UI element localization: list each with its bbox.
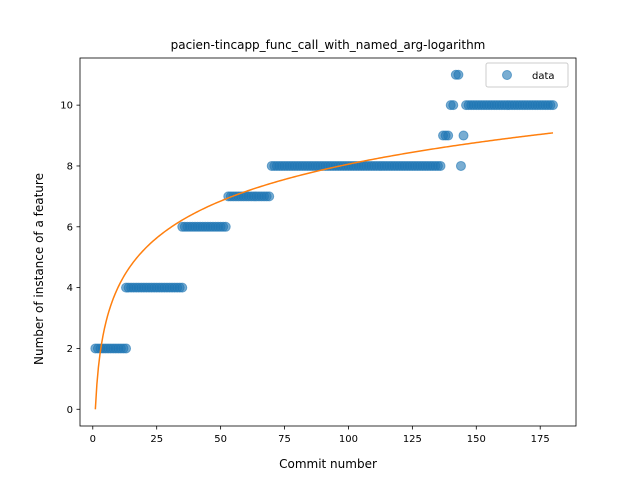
legend-marker-data	[503, 71, 512, 80]
chart-title: pacien-tincapp_func_call_with_named_arg-…	[171, 38, 486, 52]
data-point	[444, 131, 453, 140]
x-tick-label: 50	[214, 434, 227, 445]
legend: data	[486, 63, 568, 87]
data-point	[436, 161, 445, 170]
x-tick-label: 150	[467, 434, 486, 445]
x-tick-label: 25	[150, 434, 163, 445]
data-point	[456, 161, 465, 170]
y-tick-label: 4	[67, 283, 73, 294]
legend-frame	[486, 63, 568, 87]
data-point	[265, 192, 274, 201]
y-tick-label: 2	[67, 344, 73, 355]
x-tick-label: 0	[90, 434, 96, 445]
x-tick-label: 100	[339, 434, 358, 445]
data-point	[178, 283, 187, 292]
x-tick-label: 75	[278, 434, 291, 445]
data-point	[122, 344, 131, 353]
y-tick-label: 0	[67, 405, 73, 416]
data-point	[548, 101, 557, 110]
y-tick-label: 6	[67, 222, 73, 233]
data-point	[454, 70, 463, 79]
data-point	[459, 131, 468, 140]
data-point	[221, 222, 230, 231]
x-axis-title: Commit number	[279, 457, 377, 471]
legend-label-data: data	[532, 71, 555, 82]
x-tick-label: 125	[403, 434, 422, 445]
x-tick-label: 175	[531, 434, 550, 445]
y-tick-label: 10	[60, 101, 73, 112]
data-point	[449, 101, 458, 110]
y-tick-label: 8	[67, 161, 73, 172]
y-axis-title: Number of instance of a feature	[32, 173, 46, 365]
